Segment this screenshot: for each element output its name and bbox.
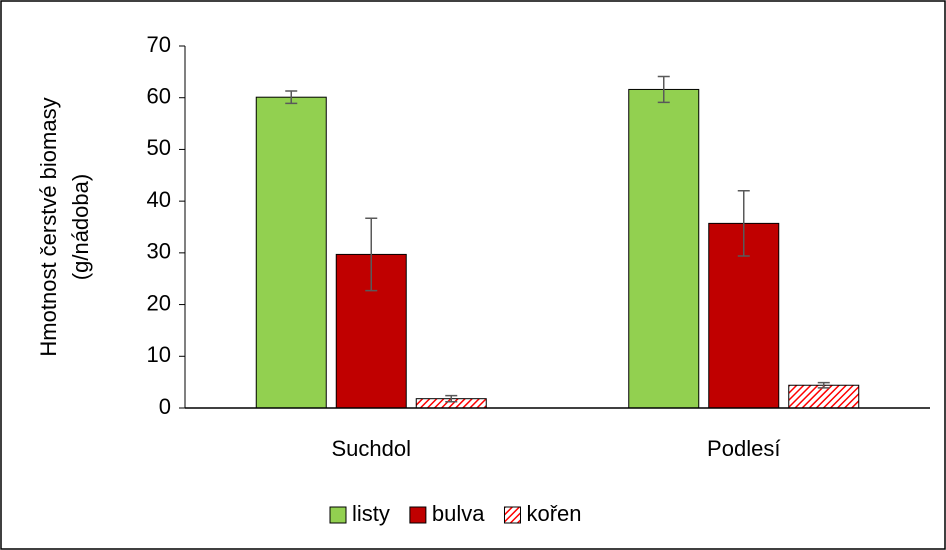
y-tick-label: 50 <box>147 135 171 160</box>
y-tick-label: 10 <box>147 342 171 367</box>
y-axis-label: (g/nádoba) <box>68 174 93 280</box>
error-bar <box>365 217 378 292</box>
y-tick-label: 0 <box>159 394 171 419</box>
x-tick-label: Podlesí <box>707 436 780 461</box>
y-tick-label: 40 <box>147 187 171 212</box>
x-tick-label: Suchdol <box>331 436 411 461</box>
y-tick-label: 30 <box>147 239 171 264</box>
legend-label: listy <box>352 501 390 526</box>
error-bar <box>657 75 670 104</box>
error-bar <box>817 381 830 389</box>
bar <box>628 88 700 409</box>
bar <box>255 96 327 409</box>
error-bar <box>445 394 458 403</box>
y-tick-label: 20 <box>147 290 171 315</box>
legend-label: bulva <box>432 501 485 526</box>
legend-swatch <box>503 506 521 524</box>
y-tick-label: 60 <box>147 84 171 109</box>
legend-label: kořen <box>526 501 581 526</box>
legend-swatch <box>329 506 347 524</box>
error-bar <box>737 190 750 257</box>
bar <box>788 384 860 409</box>
error-bar <box>285 90 298 105</box>
y-axis-label: Hmotnost čerstvé biomasy <box>36 97 61 356</box>
y-tick-label: 70 <box>147 32 171 57</box>
legend-swatch <box>409 506 427 524</box>
